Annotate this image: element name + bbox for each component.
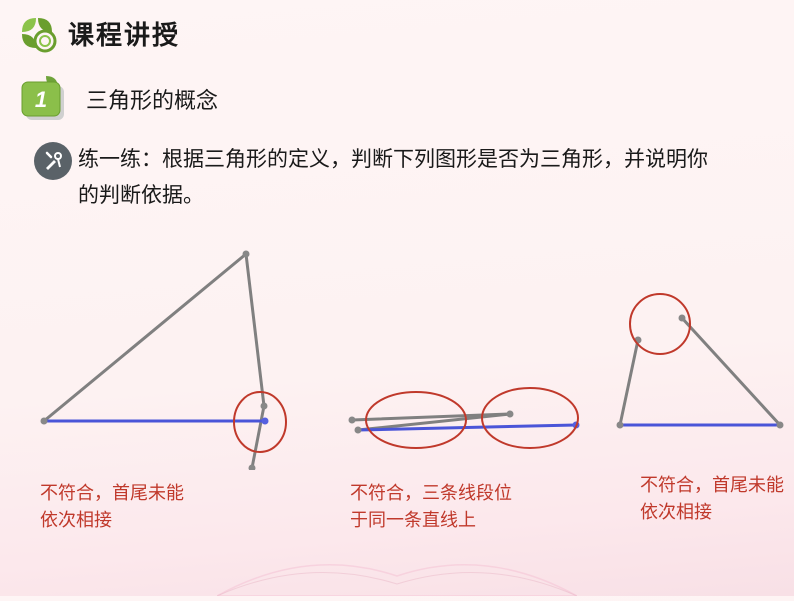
book-spine-decoration — [217, 536, 577, 596]
triangle-diagrams — [0, 240, 794, 470]
caption-fig2: 不符合，三条线段位于同一条直线上 — [350, 480, 520, 534]
diagrams-area — [0, 240, 794, 470]
section-number-badge-icon: 1 — [20, 74, 74, 124]
exercise-row: 练一练：根据三角形的定义，判断下列图形是否为三角形，并说明你的判断依据。 — [0, 124, 794, 213]
section-title: 三角形的概念 — [86, 83, 218, 115]
caption-fig3: 不符合，首尾未能依次相接 — [640, 472, 794, 526]
tools-icon — [34, 142, 72, 180]
page-title: 课程讲授 — [68, 15, 180, 52]
caption-fig1: 不符合，首尾未能依次相接 — [40, 480, 200, 534]
leaf-logo-icon — [14, 10, 60, 56]
exercise-text: 练一练：根据三角形的定义，判断下列图形是否为三角形，并说明你的判断依据。 — [78, 142, 728, 213]
exercise-body: 根据三角形的定义，判断下列图形是否为三角形，并说明你的判断依据。 — [78, 148, 708, 207]
section-row: 1 三角形的概念 — [0, 56, 794, 124]
header: 课程讲授 — [0, 0, 794, 56]
svg-text:1: 1 — [35, 87, 47, 112]
exercise-label: 练一练： — [78, 148, 162, 171]
